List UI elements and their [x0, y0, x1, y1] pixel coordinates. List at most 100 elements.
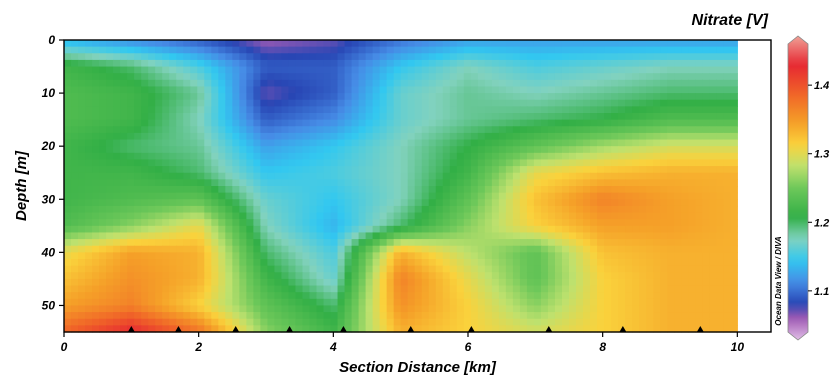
heatmap-cell — [155, 93, 163, 101]
heatmap-cell — [232, 53, 240, 61]
heatmap-cell — [604, 126, 612, 134]
heatmap-cell — [646, 113, 654, 121]
heatmap-cell — [92, 106, 100, 114]
heatmap-cell — [519, 186, 528, 194]
heatmap-cell — [358, 192, 367, 200]
heatmap-cell — [597, 312, 605, 320]
heatmap-cell — [344, 285, 353, 293]
heatmap-cell — [561, 252, 570, 260]
heatmap-cell — [239, 285, 247, 293]
heatmap-cell — [723, 298, 731, 307]
heatmap-cell — [646, 172, 654, 180]
heatmap-cell — [583, 172, 591, 180]
heatmap-cell — [456, 292, 465, 300]
heatmap-cell — [267, 325, 276, 333]
heatmap-cell — [547, 139, 556, 147]
heatmap-cell — [197, 219, 205, 227]
heatmap-cell — [120, 259, 128, 267]
heatmap-cell — [561, 132, 570, 141]
heatmap-cell — [590, 312, 598, 320]
heatmap-cell — [134, 278, 142, 287]
heatmap-cell — [211, 325, 219, 333]
heatmap-cell — [358, 166, 367, 174]
heatmap-cell — [519, 86, 528, 94]
heatmap-cell — [604, 86, 612, 94]
heatmap-cell — [632, 53, 640, 61]
heatmap-cell — [625, 93, 633, 101]
heatmap-cell — [653, 199, 661, 207]
heatmap-cell — [681, 119, 689, 127]
heatmap-cell — [239, 166, 247, 174]
heatmap-cell — [386, 66, 395, 74]
heatmap-cell — [674, 219, 682, 227]
heatmap-cell — [653, 73, 661, 81]
heatmap-cell — [85, 46, 93, 54]
heatmap-cell — [688, 298, 696, 307]
heatmap-cell — [260, 205, 268, 214]
heatmap-cell — [225, 53, 233, 61]
heatmap-cell — [709, 285, 717, 293]
heatmap-cell — [583, 113, 591, 121]
heatmap-cell — [646, 225, 654, 234]
heatmap-cell — [723, 239, 731, 247]
heatmap-cell — [730, 325, 738, 333]
heatmap-cell — [120, 99, 128, 107]
heatmap-cell — [253, 73, 261, 81]
heatmap-cell — [498, 252, 507, 260]
heatmap-cell — [323, 292, 332, 300]
heatmap-cell — [78, 298, 86, 307]
heatmap-cell — [64, 126, 72, 134]
heatmap-cell — [611, 59, 619, 68]
heatmap-cell — [274, 73, 283, 81]
heatmap-cell — [449, 159, 458, 167]
heatmap-cell — [505, 139, 514, 147]
heatmap-cell — [491, 40, 500, 48]
heatmap-cell — [379, 73, 388, 81]
heatmap-cell — [365, 113, 374, 121]
heatmap-cell — [709, 292, 717, 300]
heatmap-cell — [583, 53, 591, 61]
heatmap-cell — [533, 172, 542, 180]
heatmap-cell — [512, 166, 521, 174]
heatmap-cell — [183, 159, 191, 167]
heatmap-cell — [204, 318, 212, 326]
heatmap-cell — [674, 272, 682, 280]
heatmap-cell — [155, 199, 163, 207]
heatmap-cell — [232, 113, 240, 121]
heatmap-cell — [442, 119, 451, 127]
heatmap-cell — [498, 272, 507, 280]
heatmap-cell — [554, 272, 563, 280]
heatmap-cell — [225, 186, 233, 194]
heatmap-cell — [540, 318, 549, 326]
heatmap-cell — [519, 73, 528, 81]
heatmap-cell — [190, 172, 198, 180]
heatmap-cell — [491, 146, 500, 154]
heatmap-cell — [127, 239, 135, 247]
heatmap-cell — [120, 212, 128, 220]
heatmap-cell — [204, 46, 212, 54]
heatmap-cell — [246, 186, 254, 194]
heatmap-cell — [653, 305, 661, 313]
heatmap-cell — [505, 305, 514, 313]
heatmap-cell — [632, 292, 640, 300]
heatmap-cell — [386, 46, 395, 54]
heatmap-cell — [491, 252, 500, 260]
heatmap-cell — [267, 172, 276, 180]
heatmap-cell — [505, 205, 514, 214]
heatmap-cell — [225, 113, 233, 121]
heatmap-cell — [695, 245, 703, 253]
heatmap-cell — [120, 186, 128, 194]
heatmap-cell — [646, 73, 654, 81]
heatmap-cell — [295, 225, 304, 234]
heatmap-cell — [64, 166, 72, 174]
heatmap-cell — [730, 99, 738, 107]
heatmap-cell — [716, 205, 724, 214]
heatmap-cell — [505, 312, 514, 320]
heatmap-cell — [470, 166, 479, 174]
heatmap-cell — [463, 59, 472, 68]
heatmap-cell — [470, 252, 479, 260]
heatmap-cell — [618, 40, 626, 48]
heatmap-cell — [526, 245, 535, 253]
heatmap-cell — [723, 86, 731, 94]
heatmap-cell — [218, 186, 226, 194]
